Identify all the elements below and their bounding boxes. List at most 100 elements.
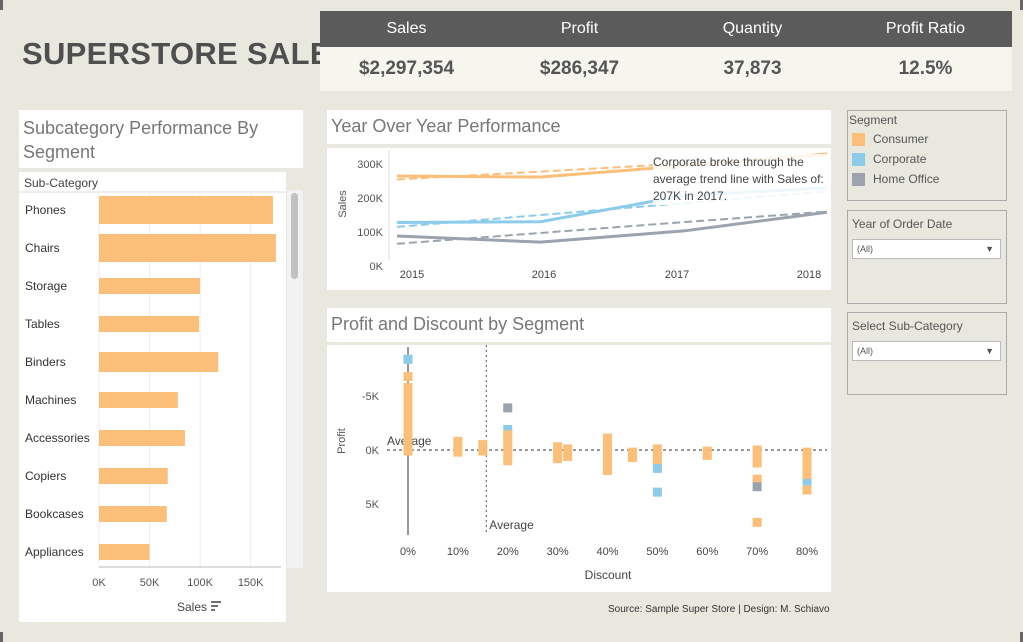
frame-corner	[0, 0, 3, 10]
bar-phones	[99, 196, 273, 224]
scatter-point	[503, 430, 513, 440]
scatter-point	[553, 448, 563, 458]
scatter-point	[603, 440, 612, 450]
scatter-x-tick: 40%	[596, 546, 618, 558]
frame-corner	[1020, 632, 1023, 642]
scatter-point	[752, 474, 762, 484]
scatter-point	[603, 466, 612, 476]
scatter-point	[503, 456, 513, 466]
scatter-point	[453, 436, 463, 446]
scatter-x-tick: 20%	[497, 546, 519, 558]
profit-discount-scatter[interactable]: 5K0K-5KProfitAverageAverage0%10%20%30%40…	[327, 345, 831, 592]
bar-x-tick: 100K	[187, 577, 213, 589]
scatter-x-tick: 30%	[547, 546, 569, 558]
kpi-value-quantity: 37,873	[723, 58, 782, 79]
frame-corner	[1020, 0, 1023, 10]
scatter-point	[503, 424, 513, 434]
bar-chairs	[99, 234, 276, 262]
scatter-point	[403, 435, 413, 445]
subcategory-bar-chart[interactable]: Sub-Category Phones Chairs Storage Tables Bin…	[19, 172, 286, 622]
scatter-y-tick: 5K	[366, 499, 380, 511]
legend-item-consumer[interactable]: Consumer	[852, 132, 928, 146]
scatter-point	[503, 443, 513, 453]
scatter-point	[752, 451, 762, 461]
scatter-point	[627, 447, 637, 457]
scatter-chart-panel: 5K0K-5KProfitAverageAverage0%10%20%30%40…	[327, 345, 831, 592]
scatter-x-label: Discount	[585, 568, 632, 582]
scatter-point	[802, 473, 812, 483]
yoy-title-panel: Year Over Year Performance	[327, 110, 831, 144]
scatter-point	[563, 451, 573, 461]
scatter-y-tick: -5K	[362, 391, 380, 403]
scatter-title-panel: Profit and Discount by Segment	[327, 308, 831, 342]
scatter-point	[403, 399, 413, 409]
year-filter: Year of Order Date (All) ▼	[847, 210, 1007, 304]
bar-category-label: Storage	[25, 279, 67, 293]
bar-category-label: Binders	[25, 355, 66, 369]
scrollbar-thumb[interactable]	[291, 193, 298, 279]
subcategory-filter-title: Select Sub-Category	[852, 319, 963, 333]
kpi-value-profit-ratio: 12.5%	[898, 58, 953, 79]
legend-title: Segment	[849, 113, 898, 127]
scatter-point	[478, 446, 488, 456]
yoy-annotation: Corporate broke through the average tren…	[653, 154, 829, 205]
series-line-home-office	[396, 210, 828, 244]
scatter-point	[752, 482, 762, 492]
scatter-point	[752, 445, 762, 455]
scatter-point	[802, 454, 812, 464]
bar-x-tick: 150K	[238, 577, 264, 589]
scatter-x-tick: 60%	[696, 546, 718, 558]
scatter-point	[702, 450, 712, 460]
subcategory-dropdown-value: (All)	[857, 346, 873, 356]
yoy-chart-panel: 0K 100K 200K 300K Sales 2015 2016 2017 2018 Corp…	[327, 148, 831, 290]
scatter-point	[403, 354, 413, 364]
scatter-x-tick: 80%	[796, 546, 818, 558]
scatter-point	[503, 403, 513, 413]
line-x-tick: 2015	[400, 269, 424, 281]
bar-storage	[99, 278, 201, 294]
scatter-point	[752, 517, 762, 527]
bar-x-tick: 0K	[92, 577, 106, 589]
kpi-value-row: $2,297,354 $286,347 37,873 12.5%	[320, 47, 1012, 91]
scatter-point	[603, 453, 612, 463]
subcategory-title-panel: Subcategory Performance By Segment	[19, 110, 303, 168]
scatter-x-tick: 70%	[746, 546, 768, 558]
scatter-point	[752, 458, 762, 468]
scatter-point	[603, 433, 612, 443]
scatter-chart-title: Profit and Discount by Segment	[331, 314, 585, 334]
line-y-tick: 0K	[370, 261, 384, 273]
scatter-point	[403, 372, 413, 382]
chevron-down-icon: ▼	[985, 244, 994, 254]
bar-copiers	[99, 468, 168, 484]
legend-item-home-office[interactable]: Home Office	[852, 172, 939, 186]
line-y-tick: 200K	[357, 193, 383, 205]
subcategory-dropdown[interactable]: (All) ▼	[852, 341, 1001, 361]
bar-bookcases	[99, 506, 167, 522]
frame-corner	[0, 632, 3, 642]
line-x-tick: 2017	[665, 269, 689, 281]
scatter-point	[652, 457, 662, 467]
scatter-point	[802, 467, 812, 477]
kpi-header-row: Sales Profit Quantity Profit Ratio	[320, 11, 1012, 47]
kpi-header-profit-ratio: Profit Ratio	[885, 20, 966, 37]
subcategory-scrollbar[interactable]	[287, 190, 303, 568]
line-x-tick: 2018	[797, 269, 821, 281]
scatter-point	[802, 460, 812, 470]
bar-category-label: Copiers	[25, 469, 66, 483]
legend-item-corporate[interactable]: Corporate	[852, 152, 926, 166]
year-dropdown[interactable]: (All) ▼	[852, 239, 1001, 259]
scatter-point	[403, 446, 413, 456]
bar-category-label: Bookcases	[25, 507, 84, 521]
consumer-swatch	[852, 132, 865, 146]
scatter-point	[553, 454, 563, 464]
scatter-point	[603, 446, 612, 456]
scatter-point	[553, 442, 563, 452]
scatter-point	[802, 478, 812, 488]
kpi-value-sales: $2,297,354	[358, 58, 455, 79]
scatter-point	[652, 450, 662, 460]
yoy-chart-title: Year Over Year Performance	[331, 116, 561, 136]
scatter-point	[652, 463, 662, 473]
corporate-swatch	[852, 152, 865, 166]
scatter-point	[403, 382, 413, 392]
scatter-point	[403, 429, 413, 439]
